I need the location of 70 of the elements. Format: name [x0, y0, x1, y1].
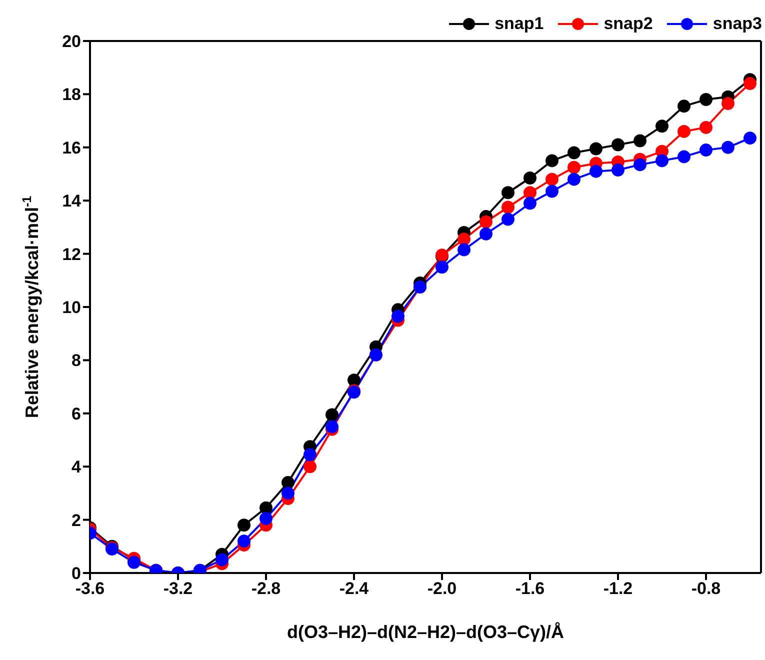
point — [502, 200, 514, 214]
point — [436, 260, 448, 274]
y-tick-label: 16 — [62, 138, 81, 158]
legend-label: snap2 — [604, 14, 653, 34]
point — [260, 501, 272, 514]
point — [326, 420, 338, 434]
point — [392, 310, 404, 323]
point — [700, 120, 712, 134]
point — [502, 212, 514, 226]
x-tick-label: -1.6 — [515, 579, 545, 598]
point — [612, 164, 624, 177]
y-tick-label: 12 — [62, 244, 81, 264]
point — [524, 171, 536, 184]
point — [304, 448, 316, 462]
y-tick-label: 18 — [62, 85, 81, 104]
y-tick-label: 14 — [62, 192, 82, 211]
point — [678, 150, 690, 164]
point — [568, 160, 580, 174]
point — [282, 486, 294, 500]
point — [744, 132, 756, 145]
x-tick-label: -2.4 — [339, 579, 370, 598]
point — [634, 134, 646, 148]
point — [722, 97, 734, 110]
y-tick-label: 20 — [62, 32, 81, 52]
x-tick-label: -0.8 — [691, 579, 721, 598]
point — [216, 553, 228, 566]
x-tick-label: -3.2 — [163, 579, 193, 598]
x-axis-title: d(O3–H2)–d(N2–H2)–d(O3–Cγ)/Å — [286, 622, 564, 642]
point — [458, 243, 470, 256]
point — [304, 460, 316, 474]
point — [480, 227, 492, 240]
point — [546, 172, 558, 186]
legend-label: snap3 — [712, 14, 762, 34]
y-tick-label: 8 — [72, 351, 81, 370]
point — [722, 140, 734, 154]
point — [128, 556, 140, 569]
point — [524, 196, 536, 210]
point — [502, 186, 514, 200]
point — [326, 408, 338, 422]
point — [480, 215, 492, 228]
point — [700, 144, 712, 157]
point — [656, 120, 668, 133]
point — [744, 77, 756, 90]
y-tick-label: 4 — [72, 458, 82, 477]
point — [238, 534, 250, 548]
point — [568, 146, 580, 160]
point — [348, 374, 360, 387]
point — [700, 93, 712, 106]
point — [546, 184, 558, 198]
point — [282, 476, 294, 490]
point — [634, 158, 646, 172]
point — [458, 232, 470, 246]
x-tick-label: -2.8 — [251, 579, 281, 598]
point — [656, 154, 668, 168]
point — [678, 100, 690, 113]
point — [678, 124, 690, 138]
point — [238, 518, 250, 532]
point — [524, 186, 536, 200]
point — [612, 138, 624, 152]
y-tick-label: 10 — [62, 298, 81, 318]
point — [590, 164, 602, 178]
point — [546, 154, 558, 168]
legend-label: snap1 — [494, 14, 544, 34]
y-tick-label: 6 — [72, 404, 81, 424]
x-tick-label: -2.0 — [427, 579, 457, 598]
y-tick-label: 2 — [72, 510, 81, 530]
point — [590, 142, 602, 156]
point — [260, 512, 272, 525]
point — [568, 172, 580, 186]
x-tick-label: -1.2 — [603, 579, 633, 598]
